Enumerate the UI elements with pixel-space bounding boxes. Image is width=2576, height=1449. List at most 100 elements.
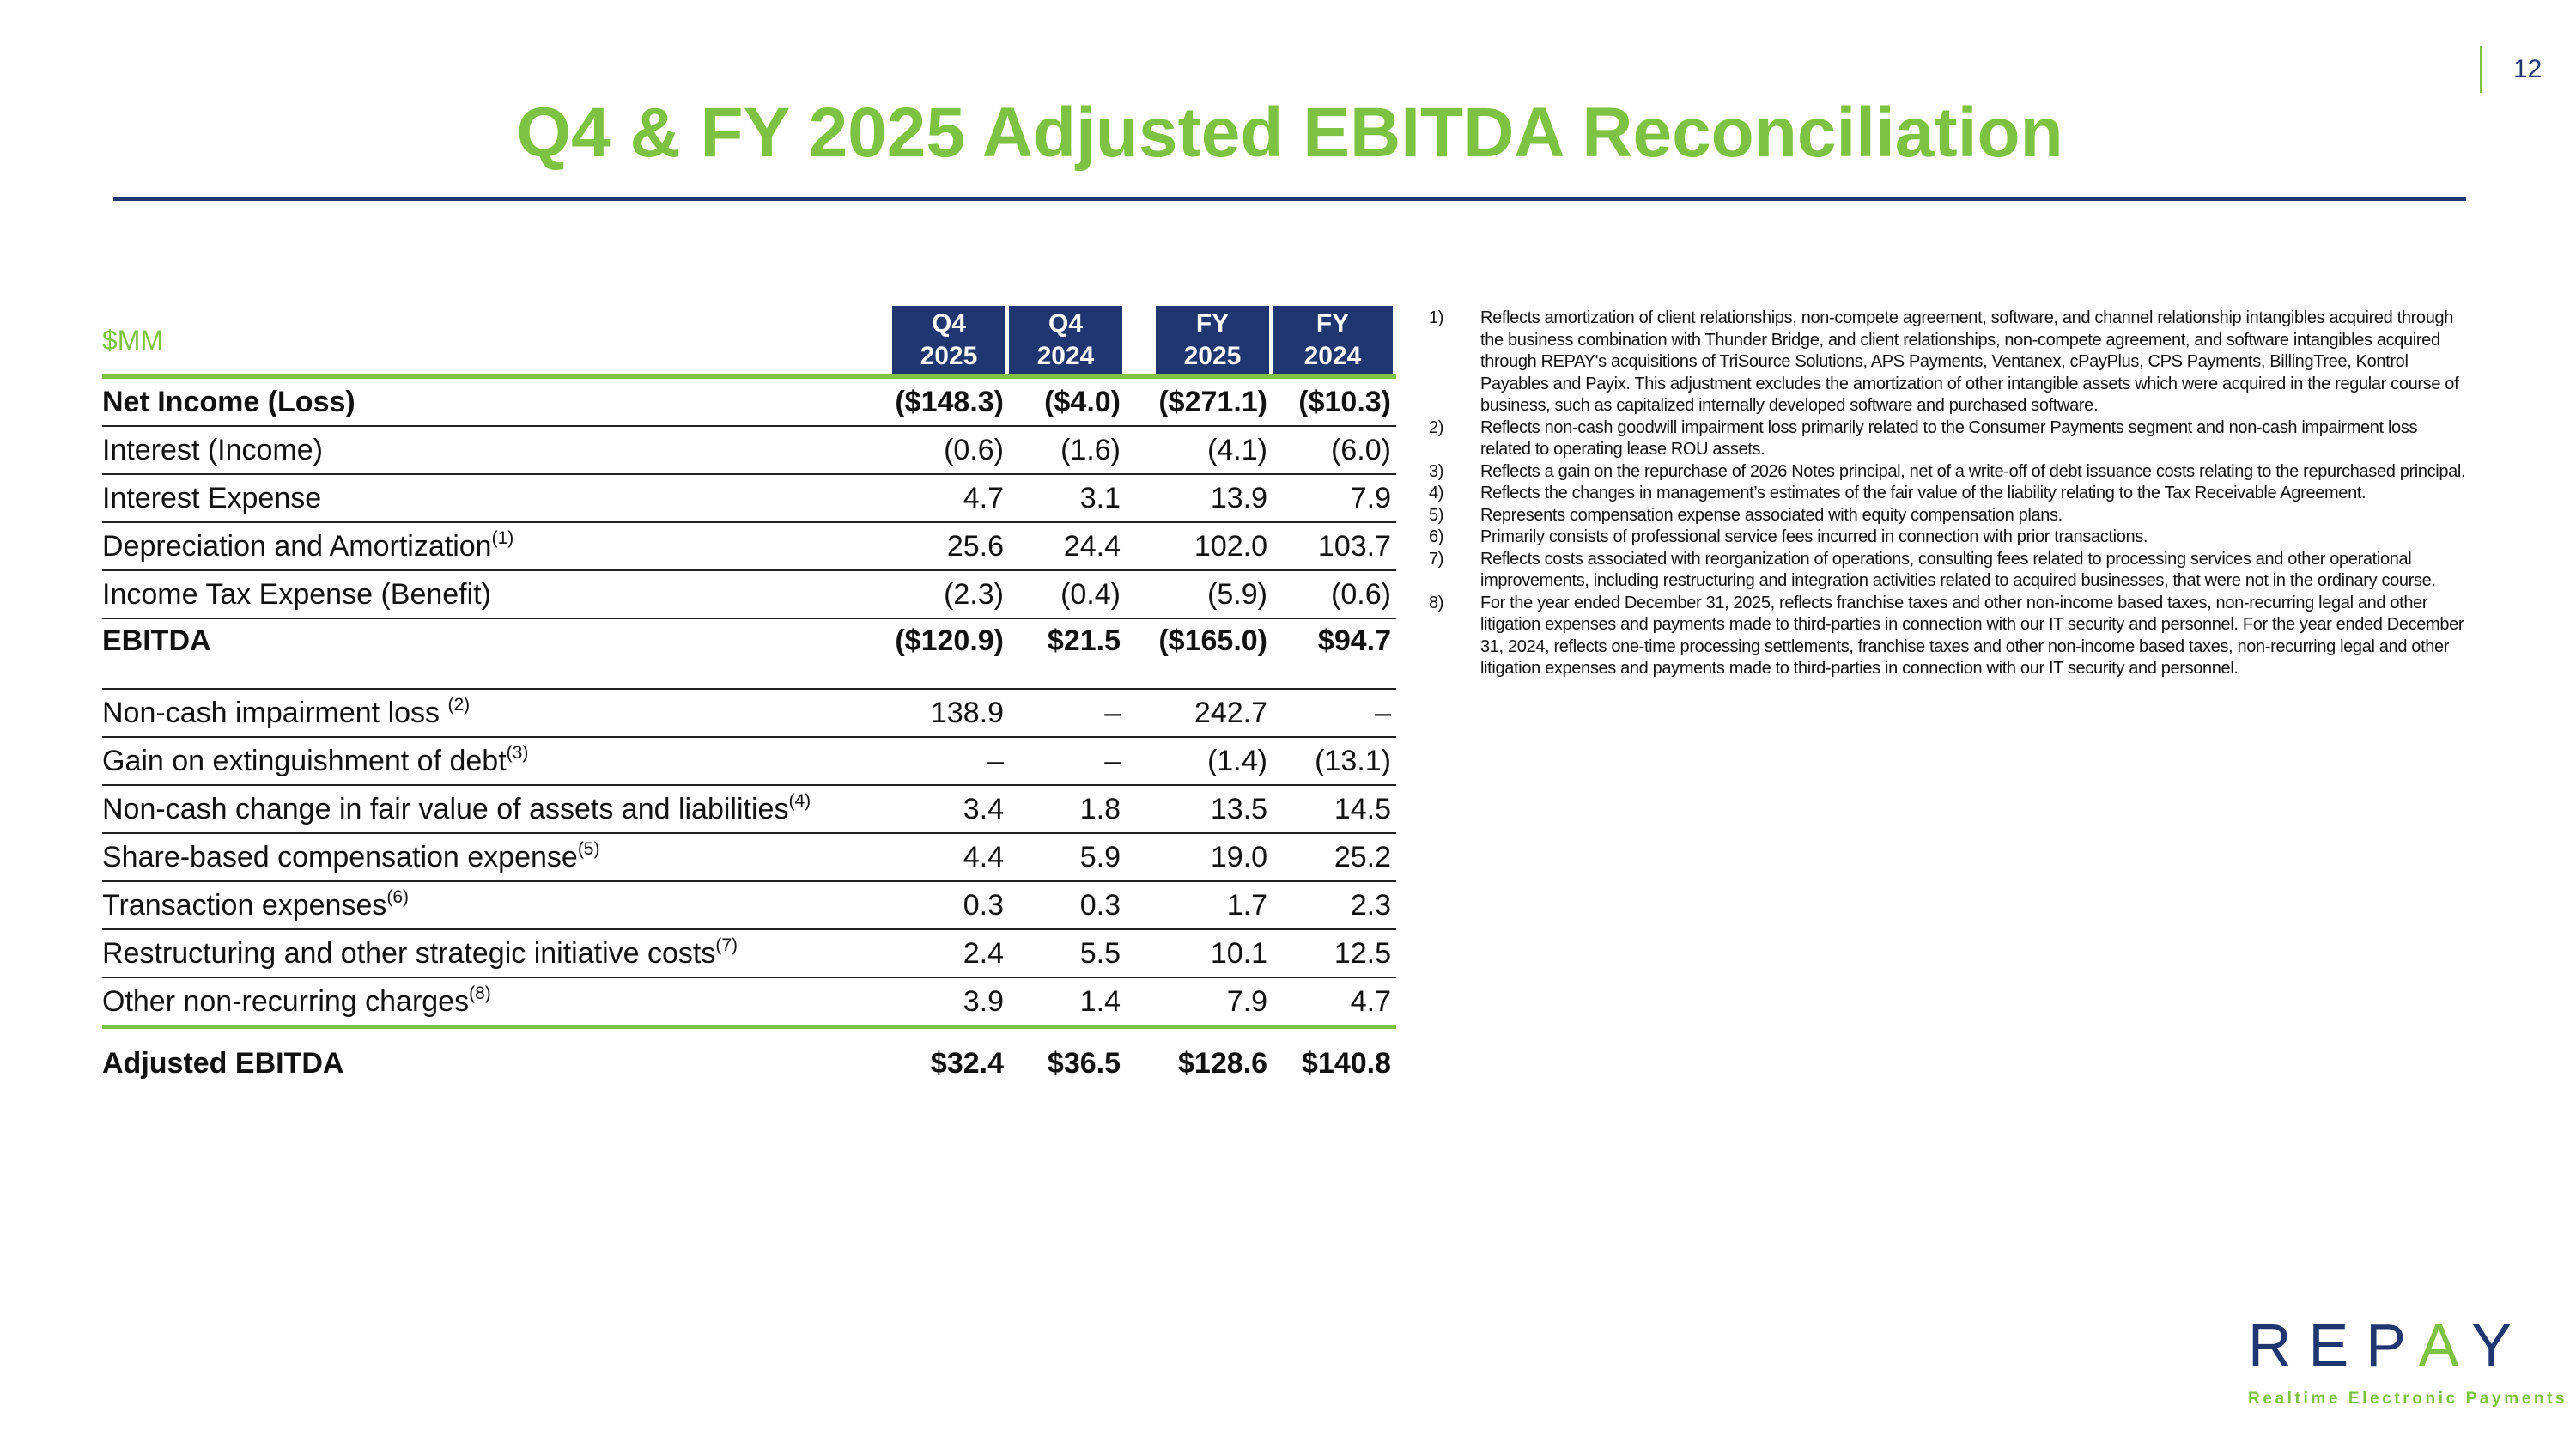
table-row: Adjusted EBITDA $32.4 $36.5 $128.6 $140.8 (102, 1029, 1396, 1098)
table-row: Net Income (Loss) ($148.3) ($4.0) ($271.1) (… (102, 379, 1396, 427)
footnote-number: 1) (1429, 308, 1444, 327)
logo-wordmark: REPAY (2248, 1312, 2529, 1379)
table-row: Interest (Income) (0.6) (1.6) (4.1) (6.0) (102, 427, 1396, 475)
footnote-number: 5) (1429, 505, 1444, 525)
table-row: Income Tax Expense (Benefit) (2.3) (0.4) (5… (102, 571, 1396, 619)
cell-value: $36.5 (1047, 1046, 1121, 1080)
cell-value: (0.4) (1060, 577, 1121, 611)
table-header: $MM Q4 2025 Q4 2024 FY 2025 FY 2024 (102, 306, 1396, 379)
cell-value: 10.1 (1210, 936, 1267, 970)
footnote-text: Reflects amortization of client relation… (1480, 308, 2459, 415)
row-label-text: Interest Expense (102, 481, 322, 514)
table-row: Transaction expenses(6) 0.3 0.3 1.7 2.3 (102, 882, 1396, 930)
footnote: 5) Represents compensation expense associ… (1429, 505, 2468, 527)
cell-value: $128.6 (1178, 1046, 1267, 1080)
title-divider (113, 197, 2466, 201)
row-label: Depreciation and Amortization(1) (102, 528, 892, 563)
cell-value: (1.4) (1207, 744, 1267, 777)
column-header-line: FY (1195, 309, 1230, 338)
footnote-text: Represents compensation expense associat… (1480, 505, 2063, 525)
footnote-text: Reflects the changes in management’s est… (1480, 484, 2366, 502)
cell-value: (1.6) (1060, 433, 1121, 466)
footnote-number: 6) (1429, 527, 1444, 546)
table-row: Other non-recurring charges(8) 3.9 1.4 7.9 4… (102, 978, 1396, 1029)
cell-value: 3.4 (963, 792, 1004, 825)
footnote: 2) Reflects non-cash goodwill impairment … (1429, 417, 2468, 461)
footnote-text: Reflects costs associated with reorganiz… (1480, 549, 2436, 591)
cell-value: – (1104, 696, 1121, 729)
row-label: Interest (Income) (102, 434, 892, 467)
column-header: FY 2025 (1156, 306, 1269, 374)
cell-value: 138.9 (930, 696, 1004, 729)
unit-label: $MM (102, 324, 164, 356)
cell-value: ($271.1) (1158, 385, 1267, 418)
row-label-text: Depreciation and Amortization (102, 529, 492, 563)
row-label: EBITDA (102, 619, 892, 662)
column-header: Q4 2024 (1009, 306, 1122, 374)
cell-value: $94.7 (1317, 624, 1391, 657)
cell-value: (6.0) (1331, 433, 1391, 466)
row-label: Income Tax Expense (Benefit) (102, 578, 892, 612)
cell-value: 25.6 (946, 529, 1004, 563)
cell-value: 5.9 (1079, 840, 1121, 874)
footnote-ref: (2) (447, 694, 471, 715)
footnote: 1) Reflects amortization of client relati… (1429, 307, 2468, 417)
cell-value: 1.8 (1079, 792, 1121, 825)
table-row: Restructuring and other strategic initia… (102, 930, 1396, 978)
cell-value: 242.7 (1194, 696, 1267, 729)
column-header-line: 2025 (920, 342, 978, 370)
footnote: 7) Reflects costs associated with reorgan… (1429, 549, 2468, 593)
table-row: Interest Expense 4.7 3.1 13.9 7.9 (102, 475, 1396, 523)
page-title: Q4 & FY 2025 Adjusted EBITDA Reconciliat… (516, 94, 2063, 172)
table-row: Depreciation and Amortization(1) 25.6 24.4… (102, 523, 1396, 571)
footnote-ref: (6) (386, 886, 410, 907)
footnote: 3) Reflects a gain on the repurchase of 2… (1429, 461, 2468, 484)
row-label: Interest Expense (102, 482, 892, 515)
row-label-text: Other non-recurring charges (102, 984, 470, 1018)
cell-value: 13.5 (1210, 792, 1267, 825)
column-header-line: Q4 (1048, 309, 1084, 338)
cell-value: ($4.0) (1044, 385, 1121, 418)
row-label-text: Net Income (Loss) (102, 385, 355, 418)
cell-value: 0.3 (963, 888, 1004, 922)
cell-value: 24.4 (1063, 529, 1121, 563)
footnote-number: 7) (1429, 549, 1444, 569)
row-label: Non-cash impairment loss (2) (102, 694, 892, 730)
footnote-number: 4) (1429, 484, 1444, 502)
cell-value: 0.3 (1079, 888, 1121, 922)
cell-value: 4.4 (963, 840, 1004, 874)
reconciliation-table: $MM Q4 2025 Q4 2024 FY 2025 FY 2024 Net Inco… (102, 306, 1396, 1098)
table-row: Gain on extinguishment of debt(3) – – (1.4)… (102, 738, 1396, 786)
footnote-text: Reflects a gain on the repurchase of 202… (1480, 461, 2466, 481)
column-header-line: 2024 (1303, 342, 1362, 370)
row-label-text: Adjusted EBITDA (102, 1046, 344, 1080)
footnote-ref: (5) (577, 838, 600, 859)
row-label-text: Restructuring and other strategic initia… (102, 936, 716, 970)
column-header: FY 2024 (1273, 306, 1393, 374)
cell-value: 3.9 (963, 984, 1004, 1018)
row-label-text: Gain on extinguishment of debt (102, 744, 507, 777)
row-label-text: EBITDA (102, 624, 211, 657)
cell-value: 2.4 (963, 936, 1004, 970)
footnote: 8) For the year ended December 31, 2025, … (1429, 593, 2468, 680)
cell-value: (5.9) (1207, 577, 1267, 611)
footnote-ref: (7) (715, 935, 738, 955)
logo-tagline: Realtime Electronic Payments (2248, 1390, 2568, 1408)
footnote: 4) Reflects the changes in management’s e… (1429, 483, 2468, 505)
table-row: EBITDA ($120.9) $21.5 ($165.0) $94.7 (102, 619, 1396, 690)
cell-value: (13.1) (1315, 744, 1391, 777)
cell-value: 7.9 (1226, 984, 1267, 1018)
row-label-text: Non-cash impairment loss (102, 696, 448, 729)
cell-value: 14.5 (1334, 792, 1391, 825)
table-row: Non-cash impairment loss (2) 138.9 – 242.7 – (102, 690, 1396, 738)
row-label: Share-based compensation expense(5) (102, 838, 892, 874)
cell-value: – (1375, 696, 1391, 729)
row-label: Restructuring and other strategic initia… (102, 935, 892, 971)
footnote-number: 2) (1429, 417, 1444, 437)
column-header-line: 2024 (1036, 342, 1095, 370)
cell-value: ($148.3) (895, 385, 1004, 418)
row-label: Transaction expenses(6) (102, 886, 892, 922)
cell-value: $140.8 (1302, 1046, 1391, 1080)
cell-value: 19.0 (1210, 840, 1267, 874)
footnote: 6) Primarily consists of professional ser… (1429, 527, 2468, 549)
